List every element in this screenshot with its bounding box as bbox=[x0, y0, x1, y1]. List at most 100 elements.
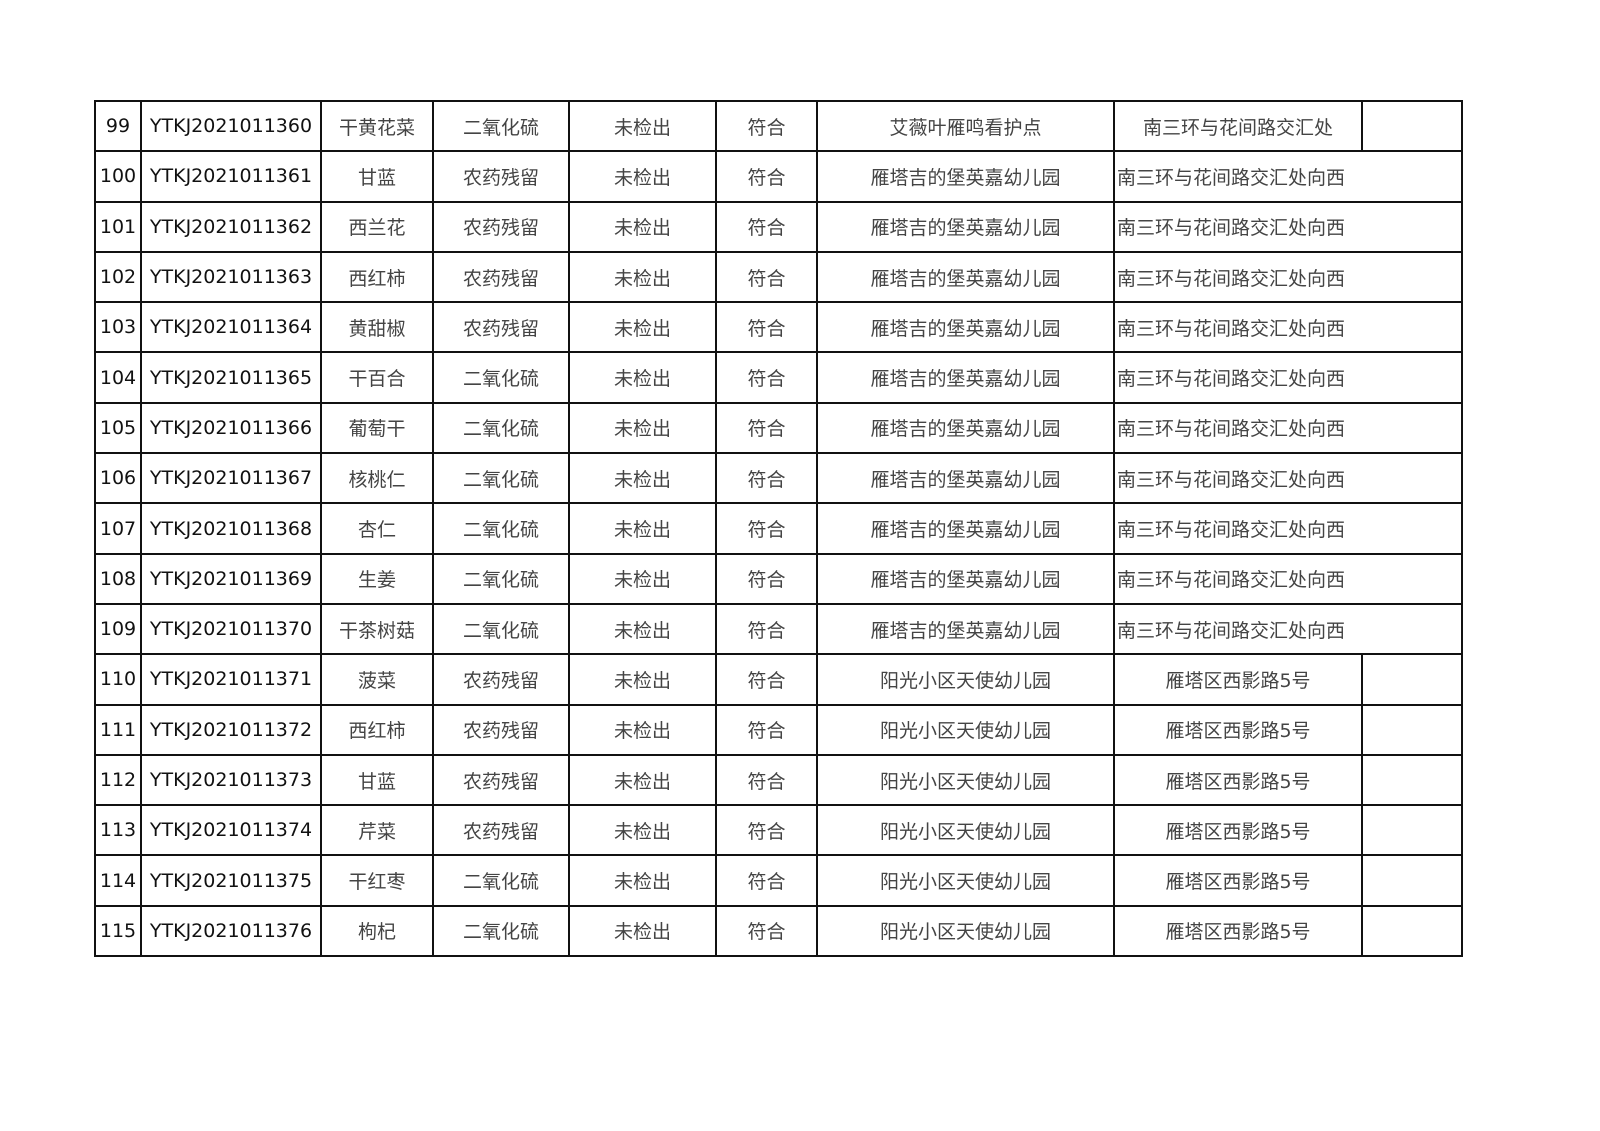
sample-name-cell: 甘蓝 bbox=[320, 753, 434, 807]
row-number-cell: 101 bbox=[94, 200, 142, 253]
site-name-cell: 阳光小区天使幼儿园 bbox=[816, 703, 1115, 756]
address-cell: 南三环与花间路交汇处向西 bbox=[1113, 301, 1463, 354]
sample-code-cell: YTKJ2021011364 bbox=[140, 301, 322, 354]
test-item-cell: 二氧化硫 bbox=[432, 452, 570, 505]
sample-code-cell: YTKJ2021011370 bbox=[140, 602, 322, 656]
verdict-cell: 符合 bbox=[715, 250, 818, 304]
address-cell: 南三环与花间路交汇处向西 bbox=[1113, 150, 1463, 203]
table-row: 109 YTKJ2021011370 干茶树菇 二氧化硫 未检出 符合 雁塔吉的堡英嘉幼儿园… bbox=[94, 602, 1463, 656]
row-number-cell: 108 bbox=[94, 552, 142, 605]
row-number-cell: 109 bbox=[94, 602, 142, 656]
table-row: 106 YTKJ2021011367 核桃仁 二氧化硫 未检出 符合 雁塔吉的堡英嘉幼儿园南… bbox=[94, 452, 1463, 505]
table-row: 103 YTKJ2021011364 黄甜椒 农药残留 未检出 符合 雁塔吉的堡英嘉幼儿园南… bbox=[94, 301, 1463, 354]
sample-code-cell: YTKJ2021011374 bbox=[140, 804, 322, 857]
site-name-cell: 雁塔吉的堡英嘉幼儿园 bbox=[816, 150, 1115, 203]
sample-name-cell: 枸杞 bbox=[320, 904, 434, 958]
address-cell: 南三环与花间路交汇处向西 bbox=[1113, 351, 1463, 404]
sample-name-cell: 甘蓝 bbox=[320, 150, 434, 203]
table-row: 99 YTKJ2021011360 干黄花菜 二氧化硫 未检出 符合 艾薇叶雁鸣看护点 南三环… bbox=[94, 99, 1463, 153]
verdict-cell: 符合 bbox=[715, 452, 818, 505]
verdict-cell: 符合 bbox=[715, 200, 818, 253]
test-item-cell: 农药残留 bbox=[432, 301, 570, 354]
test-result-cell: 未检出 bbox=[568, 804, 717, 857]
sample-code-cell: YTKJ2021011369 bbox=[140, 552, 322, 605]
test-item-cell: 二氧化硫 bbox=[432, 502, 570, 555]
verdict-cell: 符合 bbox=[715, 753, 818, 807]
test-item-cell: 二氧化硫 bbox=[432, 904, 570, 958]
address-cell: 雁塔区西影路5号 bbox=[1113, 854, 1363, 907]
sample-name-cell: 核桃仁 bbox=[320, 452, 434, 505]
test-result-cell: 未检出 bbox=[568, 250, 717, 304]
sample-code-cell: YTKJ2021011361 bbox=[140, 150, 322, 203]
empty-cell bbox=[1361, 804, 1463, 857]
sample-code-cell: YTKJ2021011366 bbox=[140, 401, 322, 455]
test-result-cell: 未检出 bbox=[568, 99, 717, 153]
sample-name-cell: 干黄花菜 bbox=[320, 99, 434, 153]
row-number-cell: 113 bbox=[94, 804, 142, 857]
table-row: 108 YTKJ2021011369 生姜 二氧化硫 未检出 符合 雁塔吉的堡英嘉幼儿园 南三… bbox=[94, 552, 1463, 605]
address-cell: 南三环与花间路交汇处向西 bbox=[1113, 552, 1463, 605]
row-number-cell: 111 bbox=[94, 703, 142, 756]
site-name-cell: 阳光小区天使幼儿园 bbox=[816, 854, 1115, 907]
test-item-cell: 二氧化硫 bbox=[432, 552, 570, 605]
row-number-cell: 106 bbox=[94, 452, 142, 505]
test-result-cell: 未检出 bbox=[568, 502, 717, 555]
row-number-cell: 110 bbox=[94, 653, 142, 706]
test-item-cell: 农药残留 bbox=[432, 200, 570, 253]
test-item-cell: 农药残留 bbox=[432, 653, 570, 706]
site-name-cell: 雁塔吉的堡英嘉幼儿园 bbox=[816, 250, 1115, 304]
test-item-cell: 二氧化硫 bbox=[432, 602, 570, 656]
empty-cell bbox=[1361, 703, 1463, 756]
site-name-cell: 艾薇叶雁鸣看护点 bbox=[816, 99, 1115, 153]
address-cell: 雁塔区西影路5号 bbox=[1113, 653, 1363, 706]
sample-code-cell: YTKJ2021011368 bbox=[140, 502, 322, 555]
test-result-cell: 未检出 bbox=[568, 301, 717, 354]
sample-code-cell: YTKJ2021011365 bbox=[140, 351, 322, 404]
sample-code-cell: YTKJ2021011362 bbox=[140, 200, 322, 253]
sample-code-cell: YTKJ2021011372 bbox=[140, 703, 322, 756]
sample-name-cell: 干茶树菇 bbox=[320, 602, 434, 656]
address-cell: 南三环与花间路交汇处向西 bbox=[1113, 602, 1463, 656]
test-item-cell: 农药残留 bbox=[432, 703, 570, 756]
test-item-cell: 二氧化硫 bbox=[432, 351, 570, 404]
address-cell: 雁塔区西影路5号 bbox=[1113, 904, 1363, 958]
site-name-cell: 雁塔吉的堡英嘉幼儿园 bbox=[816, 301, 1115, 354]
table-row: 105 YTKJ2021011366 葡萄干 二氧化硫 未检出 符合 雁塔吉的堡英嘉幼儿园南… bbox=[94, 401, 1463, 455]
test-result-cell: 未检出 bbox=[568, 150, 717, 203]
table-row: 104 YTKJ2021011365 干百合 二氧化硫 未检出 符合 雁塔吉的堡英嘉幼儿园南… bbox=[94, 351, 1463, 404]
test-result-cell: 未检出 bbox=[568, 854, 717, 907]
address-cell: 南三环与花间路交汇处向西 bbox=[1113, 452, 1463, 505]
row-number-cell: 103 bbox=[94, 301, 142, 354]
table-row: 100 YTKJ2021011361 甘蓝 农药残留 未检出 符合 雁塔吉的堡英嘉幼儿园 南三… bbox=[94, 150, 1463, 203]
table-row: 110 YTKJ2021011371 菠菜 农药残留 未检出 符合 阳光小区天使幼儿园 雁塔区… bbox=[94, 653, 1463, 706]
verdict-cell: 符合 bbox=[715, 552, 818, 605]
table-row: 111 YTKJ2021011372 西红柿 农药残留 未检出 符合 阳光小区天使幼儿园 雁塔… bbox=[94, 703, 1463, 756]
address-cell: 南三环与花间路交汇处向西 bbox=[1113, 250, 1463, 304]
site-name-cell: 雁塔吉的堡英嘉幼儿园 bbox=[816, 200, 1115, 253]
sample-name-cell: 葡萄干 bbox=[320, 401, 434, 455]
test-result-cell: 未检出 bbox=[568, 904, 717, 958]
sample-name-cell: 干百合 bbox=[320, 351, 434, 404]
address-cell: 南三环与花间路交汇处 bbox=[1113, 99, 1363, 153]
sample-name-cell: 杏仁 bbox=[320, 502, 434, 555]
sample-code-cell: YTKJ2021011363 bbox=[140, 250, 322, 304]
table-row: 101 YTKJ2021011362 西兰花 农药残留 未检出 符合 雁塔吉的堡英嘉幼儿园南… bbox=[94, 200, 1463, 253]
verdict-cell: 符合 bbox=[715, 653, 818, 706]
site-name-cell: 阳光小区天使幼儿园 bbox=[816, 653, 1115, 706]
table-row: 115 YTKJ2021011376 枸杞 二氧化硫 未检出 符合 阳光小区天使幼儿园 雁塔区… bbox=[94, 904, 1463, 958]
sample-name-cell: 芹菜 bbox=[320, 804, 434, 857]
sample-name-cell: 西兰花 bbox=[320, 200, 434, 253]
sample-code-cell: YTKJ2021011375 bbox=[140, 854, 322, 907]
verdict-cell: 符合 bbox=[715, 703, 818, 756]
row-number-cell: 107 bbox=[94, 502, 142, 555]
site-name-cell: 阳光小区天使幼儿园 bbox=[816, 904, 1115, 958]
verdict-cell: 符合 bbox=[715, 351, 818, 404]
inspection-results-table: 99 YTKJ2021011360 干黄花菜 二氧化硫 未检出 符合 艾薇叶雁鸣看护点 南三环… bbox=[94, 99, 1463, 958]
test-result-cell: 未检出 bbox=[568, 602, 717, 656]
site-name-cell: 雁塔吉的堡英嘉幼儿园 bbox=[816, 452, 1115, 505]
table-row: 107 YTKJ2021011368 杏仁 二氧化硫 未检出 符合 雁塔吉的堡英嘉幼儿园 南三… bbox=[94, 502, 1463, 555]
test-result-cell: 未检出 bbox=[568, 351, 717, 404]
verdict-cell: 符合 bbox=[715, 150, 818, 203]
empty-cell bbox=[1361, 753, 1463, 807]
sample-name-cell: 干红枣 bbox=[320, 854, 434, 907]
